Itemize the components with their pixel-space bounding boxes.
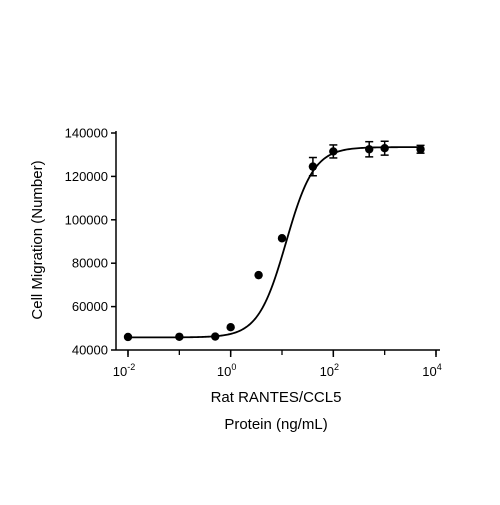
data-point (380, 140, 389, 156)
y-tick-label: 120000 (65, 169, 108, 184)
data-marker (123, 332, 133, 342)
x-tick-label: 10-2 (113, 362, 135, 379)
y-tick-label: 100000 (65, 212, 108, 227)
y-axis-title: Cell Migration (Number) (29, 160, 46, 319)
data-point (175, 332, 184, 341)
data-point (211, 332, 220, 341)
data-point (254, 270, 263, 280)
data-marker (211, 332, 220, 341)
data-marker (308, 162, 318, 171)
data-marker (226, 323, 235, 332)
data-point (365, 140, 374, 158)
y-tick-label: 40000 (72, 343, 108, 358)
axes (115, 131, 440, 351)
data-marker (329, 147, 338, 156)
data-point (416, 144, 425, 154)
data-marker (365, 145, 374, 154)
fit-curve (128, 146, 421, 339)
y-tick-label: 140000 (65, 126, 108, 141)
data-point (329, 144, 338, 159)
data-point (123, 332, 133, 342)
x-ticks: 10-2 100 102 104 (113, 350, 442, 379)
y-tick-label: 60000 (72, 299, 108, 314)
data-point (277, 234, 287, 243)
data-point (308, 156, 318, 177)
y-ticks: 40000 60000 80000 100000 120000 140000 (65, 126, 116, 358)
data-marker (175, 332, 184, 341)
data-marker (416, 145, 425, 154)
data-points (123, 140, 425, 342)
data-marker (277, 234, 287, 243)
data-point (226, 323, 235, 332)
data-marker (380, 143, 389, 153)
x-axis-title-line-2: Protein (ng/mL) (224, 416, 327, 433)
x-tick-label: 104 (422, 362, 441, 379)
x-axis-title-line-1: Rat RANTES/CCL5 (211, 389, 342, 406)
x-tick-label: 100 (217, 362, 236, 379)
y-tick-label: 80000 (72, 256, 108, 271)
data-marker (254, 270, 263, 280)
x-tick-label: 102 (320, 362, 339, 379)
